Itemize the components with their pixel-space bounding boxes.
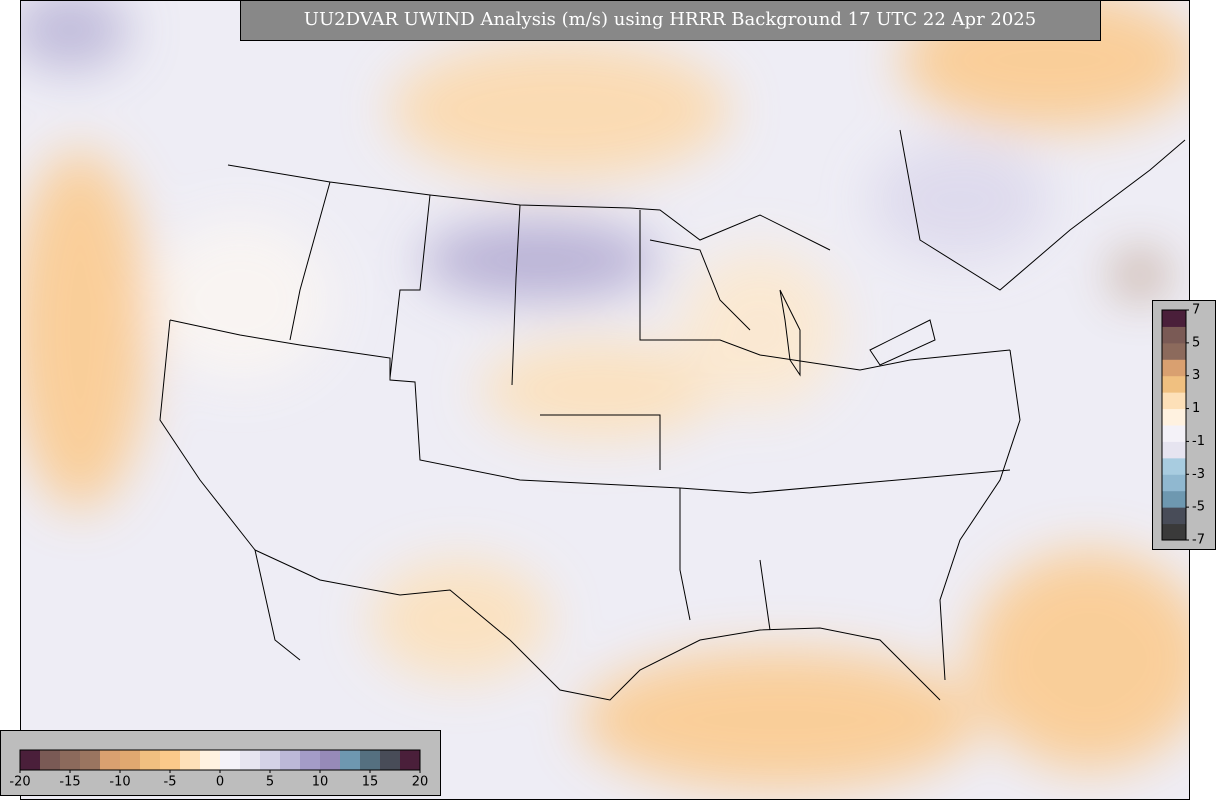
colorbar-segment: [1162, 375, 1186, 393]
colorbar-tick-label: -1: [1192, 434, 1205, 449]
colorbar-tick-label: -15: [59, 775, 80, 790]
colorbar-segment: [160, 750, 181, 770]
colorbar-segment: [1162, 310, 1186, 327]
boundaries: [159, 129, 1186, 701]
colorbar-segment: [120, 750, 141, 770]
colorbar-segment: [140, 750, 161, 770]
colorbar-tick-label: -7: [1192, 533, 1205, 548]
colorbar-segment: [1162, 474, 1186, 492]
colorbar-tick-label: -20: [9, 775, 30, 790]
colorbar-tick-label: -5: [1192, 500, 1205, 515]
colorbar-segment: [80, 750, 101, 770]
colorbar-segment: [200, 750, 221, 770]
colorbar-segment: [220, 750, 241, 770]
colorbar-segment: [40, 750, 61, 770]
colorbar-segment: [240, 750, 261, 770]
colorbar-segment: [1162, 523, 1186, 541]
colorbar-tick-label: 3: [1192, 368, 1200, 383]
colorbar-segment: [1162, 457, 1186, 475]
colorbar-tick-label: 10: [312, 775, 329, 790]
colorbar-frame: [1161, 309, 1187, 541]
colorbar-segment: [1162, 425, 1186, 442]
colorbar-tick-label: 5: [1192, 335, 1200, 350]
colorbar-tick-label: -10: [109, 775, 130, 790]
colorbar-segment: [300, 750, 321, 770]
colorbar-segment: [280, 750, 301, 770]
colorbar-tick-label: 0: [216, 775, 224, 790]
colorbar-segment: [1162, 408, 1186, 426]
colorbar-tick-label: 15: [362, 775, 379, 790]
colorbar-segment: [380, 750, 401, 770]
colorbar-segment: [260, 750, 281, 770]
colorbar-segment: [1162, 490, 1186, 508]
colorbar-tick-label: 7: [1192, 303, 1200, 318]
colorbar-tick-label: -5: [164, 775, 177, 790]
colorbar-segment: [1162, 342, 1186, 360]
colorbar-segment: [400, 750, 421, 770]
map-title: UU2DVAR UWIND Analysis (m/s) using HRRR …: [304, 9, 1036, 30]
colorbar-tick-label: 20: [412, 775, 429, 790]
colorbar-segment: [100, 750, 121, 770]
colorbar-segment: [340, 750, 361, 770]
colorbar-tick-label: 1: [1192, 401, 1200, 416]
colorbar-segment: [1162, 441, 1186, 459]
colorbar-tick-label: 5: [266, 775, 274, 790]
colorbar-segment: [60, 750, 81, 770]
colorbar-segment: [320, 750, 341, 770]
title-box: [240, 0, 1101, 41]
colorbar-segment: [1162, 507, 1186, 525]
colorbar-segment: [360, 750, 381, 770]
colorbar-segment: [1162, 392, 1186, 410]
colorbar-tick-label: -3: [1192, 467, 1205, 482]
colorbar-segment: [1162, 359, 1186, 377]
colorbar-segment: [180, 750, 201, 770]
map-field: [20, 0, 1190, 800]
colorbar-segment: [1162, 326, 1186, 344]
colorbar-segment: [20, 750, 41, 770]
